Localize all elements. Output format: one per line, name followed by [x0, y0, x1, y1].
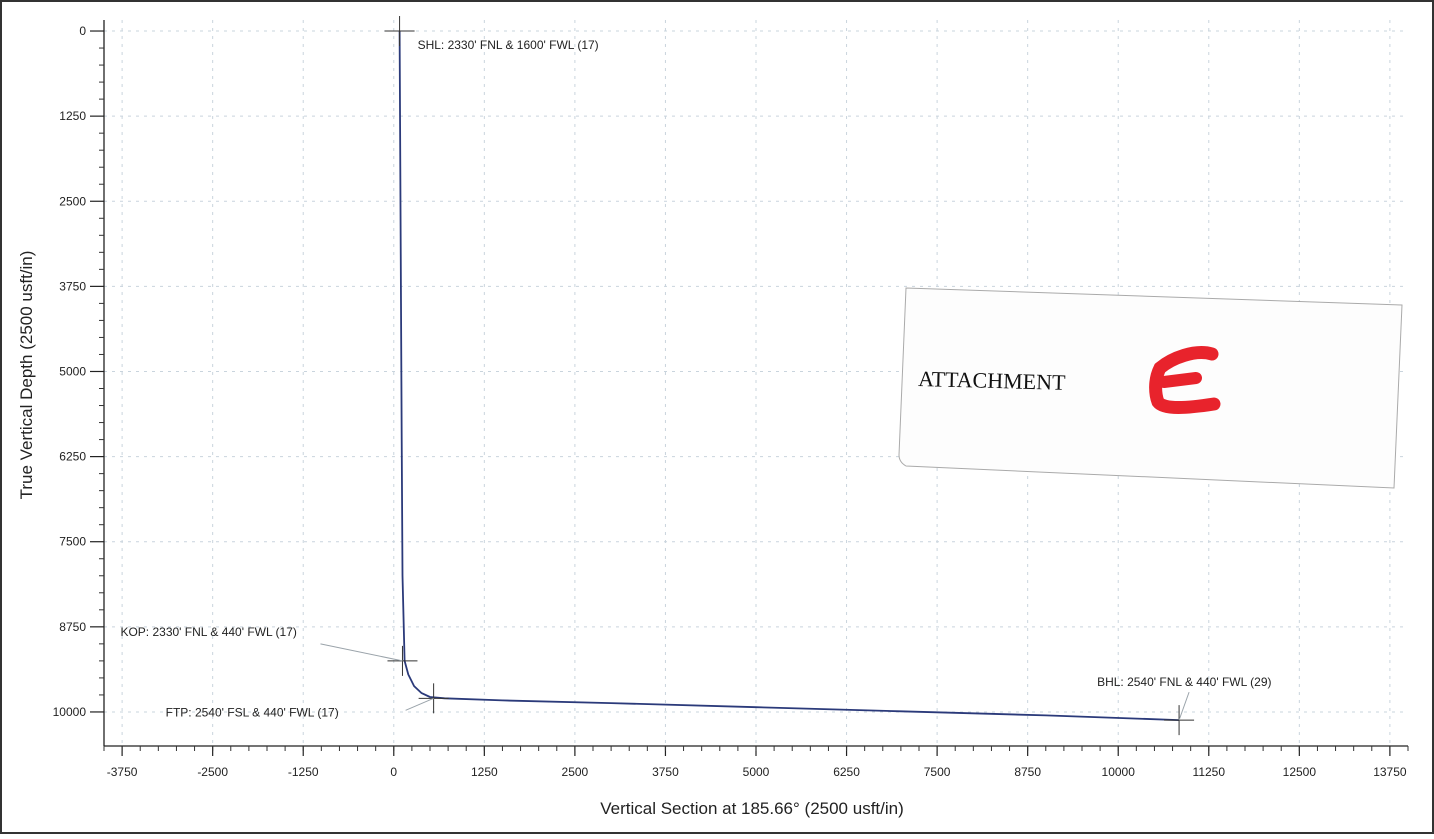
x-tick-label: 3750 — [652, 765, 679, 779]
x-tick-label: 11250 — [1193, 765, 1226, 779]
x-tick-label: 8750 — [1014, 765, 1041, 779]
x-tick-label: 12500 — [1283, 765, 1317, 779]
annotation-leader — [405, 697, 434, 711]
x-axis-title: Vertical Section at 185.66° (2500 usft/i… — [600, 799, 904, 818]
annotation-shl: SHL: 2330' FNL & 1600' FWL (17) — [418, 38, 599, 52]
x-tick-label: 6250 — [833, 765, 860, 779]
x-tick-label: 2500 — [562, 765, 589, 779]
x-tick-label: 1250 — [471, 765, 498, 779]
y-tick-label: 3750 — [59, 279, 86, 293]
y-tick-label: 1250 — [59, 109, 86, 123]
y-axis-title: True Vertical Depth (2500 usft/in) — [17, 251, 36, 500]
annotation-ftp: FTP: 2540' FSL & 440' FWL (17) — [166, 705, 339, 719]
attachment-label: ATTACHMENT — [918, 366, 1067, 395]
attachment-letter-e — [1149, 346, 1221, 414]
attachment-note: ATTACHMENT — [898, 287, 1403, 489]
well-path-line — [398, 30, 1180, 721]
annotation-layer: SHL: 2330' FNL & 1600' FWL (17) KOP: 2330… — [120, 16, 1272, 736]
letter-e-curve — [1149, 346, 1221, 414]
y-tick-label: 10000 — [53, 705, 87, 719]
y-tick-label: 2500 — [59, 194, 86, 208]
annotation-leader — [320, 643, 403, 662]
y-tick-label: 0 — [79, 24, 86, 38]
x-tick-label: -3750 — [107, 765, 138, 779]
x-tick-label: 5000 — [743, 765, 770, 779]
y-tick-label: 5000 — [59, 364, 86, 378]
annotation-bhl: BHL: 2540' FNL & 440' FWL (29) — [1097, 675, 1271, 689]
y-tick-label: 7500 — [59, 535, 86, 549]
axes: 0 1250 2500 3750 5000 6250 7500 8750 10000 -3750 -… — [53, 20, 1409, 779]
annotation-leader — [1178, 691, 1190, 721]
series-layer — [398, 30, 1180, 721]
x-tick-label: 13750 — [1373, 765, 1407, 779]
x-tick-label: 0 — [390, 765, 397, 779]
annotation-kop: KOP: 2330' FNL & 440' FWL (17) — [120, 625, 296, 639]
x-tick-label: -2500 — [197, 765, 228, 779]
x-tick-label: 10000 — [1102, 765, 1136, 779]
y-tick-label: 8750 — [59, 620, 86, 634]
y-tick-label: 6250 — [59, 450, 86, 464]
x-tick-label: 7500 — [924, 765, 951, 779]
x-tick-label: -1250 — [288, 765, 319, 779]
letter-e-bar — [1158, 372, 1202, 388]
